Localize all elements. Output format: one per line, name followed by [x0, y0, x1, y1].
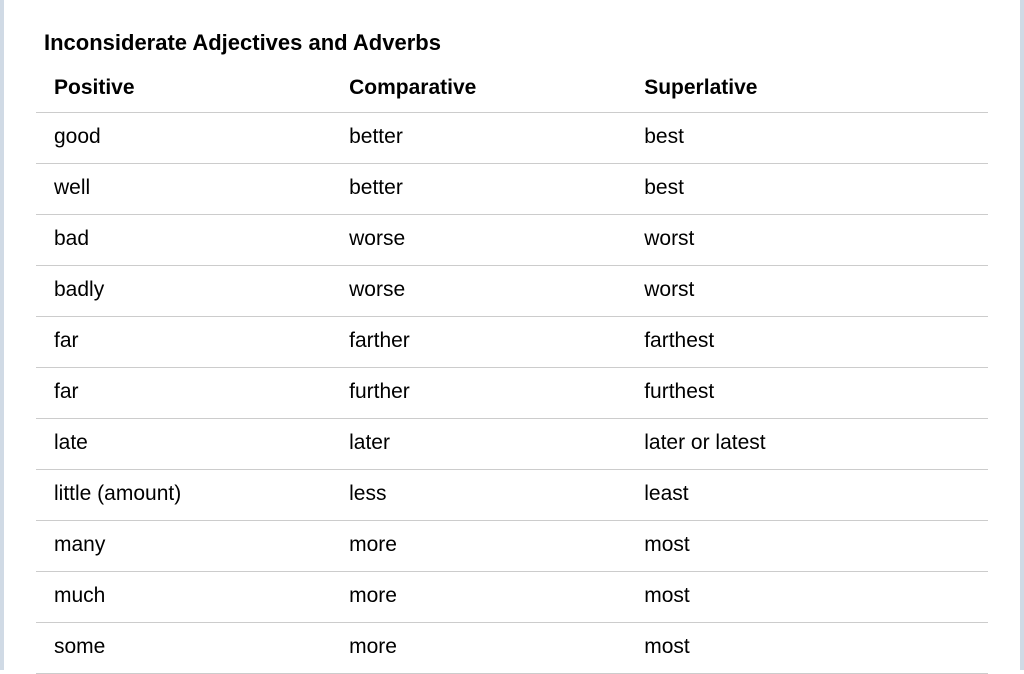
table-row: far further furthest	[36, 368, 988, 419]
page-container: Inconsiderate Adjectives and Adverbs Pos…	[0, 0, 1024, 670]
cell-positive: late	[36, 419, 331, 470]
table-title: Inconsiderate Adjectives and Adverbs	[36, 30, 988, 56]
column-header-superlative: Superlative	[626, 70, 988, 113]
cell-superlative: later or latest	[626, 419, 988, 470]
column-header-comparative: Comparative	[331, 70, 626, 113]
table-row: some more most	[36, 623, 988, 674]
cell-superlative: farthest	[626, 317, 988, 368]
table-row: little (amount) less least	[36, 470, 988, 521]
table-row: many more most	[36, 521, 988, 572]
cell-superlative: least	[626, 470, 988, 521]
table-row: bad worse worst	[36, 215, 988, 266]
cell-comparative: later	[331, 419, 626, 470]
table-row: far farther farthest	[36, 317, 988, 368]
cell-comparative: worse	[331, 215, 626, 266]
cell-superlative: most	[626, 521, 988, 572]
table-row: much more most	[36, 572, 988, 623]
cell-superlative: worst	[626, 215, 988, 266]
cell-comparative: further	[331, 368, 626, 419]
table-row: good better best	[36, 113, 988, 164]
table-row: badly worse worst	[36, 266, 988, 317]
cell-positive: far	[36, 368, 331, 419]
cell-comparative: more	[331, 623, 626, 674]
cell-comparative: more	[331, 521, 626, 572]
cell-positive: much	[36, 572, 331, 623]
cell-superlative: most	[626, 623, 988, 674]
cell-positive: little (amount)	[36, 470, 331, 521]
cell-positive: badly	[36, 266, 331, 317]
cell-comparative: worse	[331, 266, 626, 317]
cell-superlative: furthest	[626, 368, 988, 419]
cell-positive: many	[36, 521, 331, 572]
cell-comparative: more	[331, 572, 626, 623]
cell-comparative: less	[331, 470, 626, 521]
cell-superlative: most	[626, 572, 988, 623]
cell-positive: some	[36, 623, 331, 674]
cell-comparative: farther	[331, 317, 626, 368]
cell-comparative: better	[331, 113, 626, 164]
cell-positive: far	[36, 317, 331, 368]
cell-superlative: best	[626, 164, 988, 215]
cell-superlative: worst	[626, 266, 988, 317]
table-body: good better best well better best bad wo…	[36, 113, 988, 674]
grammar-table: Positive Comparative Superlative good be…	[36, 70, 988, 674]
cell-positive: good	[36, 113, 331, 164]
table-row: well better best	[36, 164, 988, 215]
table-row: late later later or latest	[36, 419, 988, 470]
table-header-row: Positive Comparative Superlative	[36, 70, 988, 113]
column-header-positive: Positive	[36, 70, 331, 113]
cell-positive: bad	[36, 215, 331, 266]
cell-positive: well	[36, 164, 331, 215]
cell-comparative: better	[331, 164, 626, 215]
cell-superlative: best	[626, 113, 988, 164]
